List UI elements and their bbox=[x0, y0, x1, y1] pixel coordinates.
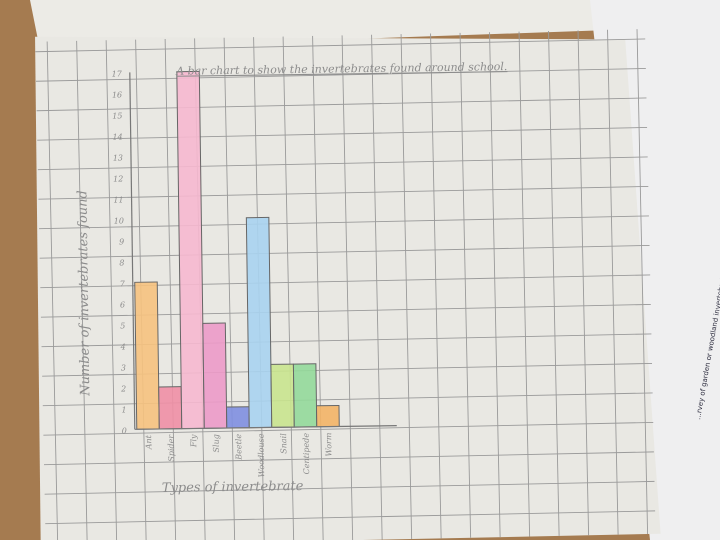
y-axis-label: Number of invertebrates found bbox=[75, 190, 93, 397]
grid-line bbox=[489, 32, 501, 538]
grid-line bbox=[282, 36, 295, 540]
grid-line bbox=[35, 38, 646, 53]
grid-line bbox=[38, 185, 649, 200]
x-tick-label: Worm bbox=[324, 432, 333, 456]
x-tick-label: Snail bbox=[279, 433, 288, 454]
y-tick-label: 15 bbox=[112, 111, 122, 120]
grid-line bbox=[636, 29, 649, 535]
y-tick-label: 16 bbox=[112, 90, 122, 99]
bar-centipede bbox=[292, 363, 318, 428]
y-tick-label: 0 bbox=[122, 426, 127, 435]
y-tick-label: 9 bbox=[119, 237, 124, 246]
grid-line bbox=[607, 29, 619, 535]
x-tick-label: Spider bbox=[167, 434, 176, 462]
bar-woodlouse bbox=[245, 216, 273, 429]
y-tick-label: 12 bbox=[113, 174, 123, 183]
grid-line bbox=[518, 31, 531, 537]
x-tick-label: Ant bbox=[144, 434, 153, 450]
bar-beetle bbox=[225, 406, 250, 429]
grid-line bbox=[36, 97, 647, 112]
grid-line bbox=[46, 41, 59, 540]
grid-line bbox=[430, 33, 442, 539]
grid-line bbox=[43, 451, 654, 466]
bar-worm bbox=[315, 404, 340, 428]
y-tick-label: 10 bbox=[114, 216, 124, 225]
grid-line bbox=[548, 30, 560, 536]
bar-fly bbox=[176, 70, 205, 430]
y-axis bbox=[129, 72, 136, 430]
y-tick-label: 3 bbox=[121, 363, 126, 372]
grid-line bbox=[39, 215, 649, 230]
y-tick-label: 6 bbox=[120, 300, 125, 309]
grid-line bbox=[341, 35, 354, 540]
grid-line bbox=[44, 480, 655, 495]
grid-line bbox=[459, 32, 472, 538]
y-tick-label: 2 bbox=[120, 384, 126, 393]
grid-line bbox=[371, 34, 383, 540]
y-tick-label: 1 bbox=[121, 405, 126, 414]
grid-line bbox=[37, 127, 648, 141]
x-tick-label: Slug bbox=[212, 434, 221, 452]
grid-line bbox=[105, 40, 118, 540]
grid-line bbox=[37, 156, 648, 171]
x-axis bbox=[134, 425, 397, 430]
y-tick-label: 17 bbox=[112, 69, 123, 78]
y-tick-label: 5 bbox=[120, 321, 125, 330]
bar-slug bbox=[202, 322, 228, 429]
grid-line bbox=[45, 510, 656, 525]
y-tick-label: 7 bbox=[120, 279, 126, 288]
y-tick-label: 14 bbox=[112, 132, 122, 141]
bar-spider bbox=[158, 386, 183, 430]
x-tick-label: Centipede bbox=[302, 433, 312, 475]
y-tick-label: 8 bbox=[119, 258, 124, 267]
grid-line bbox=[76, 40, 88, 540]
grid-line bbox=[164, 39, 177, 540]
grid-line bbox=[39, 244, 650, 259]
y-tick-label: 4 bbox=[119, 342, 125, 351]
bar-ant bbox=[134, 281, 160, 430]
grid-line bbox=[577, 30, 590, 536]
grid-line bbox=[43, 421, 654, 436]
x-axis-label: Types of invertebrate bbox=[162, 479, 304, 496]
grid-line bbox=[400, 34, 413, 539]
grid-line bbox=[223, 37, 236, 540]
x-tick-label: Woodlouse bbox=[257, 433, 267, 477]
grid-line bbox=[35, 68, 646, 82]
bar-snail bbox=[270, 363, 295, 428]
grid-line bbox=[312, 35, 324, 540]
y-tick-label: 11 bbox=[113, 195, 123, 204]
x-tick-label: Fly bbox=[189, 434, 198, 448]
chart-title: A bar chart to show the invertebrates fo… bbox=[175, 60, 507, 78]
y-tick-label: 13 bbox=[113, 153, 123, 162]
x-tick-label: Beetle bbox=[234, 434, 243, 461]
